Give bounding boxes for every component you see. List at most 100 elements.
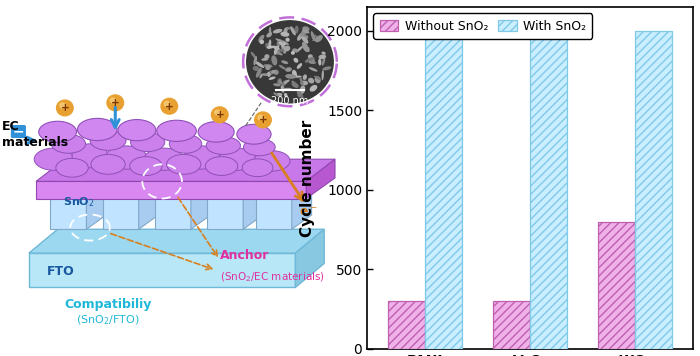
Ellipse shape — [260, 73, 271, 76]
Ellipse shape — [275, 38, 284, 42]
Ellipse shape — [312, 36, 322, 41]
Ellipse shape — [295, 26, 299, 33]
Ellipse shape — [267, 72, 270, 77]
Polygon shape — [87, 167, 106, 229]
Ellipse shape — [272, 70, 276, 73]
Ellipse shape — [279, 65, 286, 70]
Ellipse shape — [118, 120, 156, 141]
Circle shape — [164, 101, 169, 106]
Ellipse shape — [309, 67, 318, 72]
Ellipse shape — [130, 157, 162, 176]
Circle shape — [110, 98, 116, 103]
Ellipse shape — [237, 124, 271, 144]
Ellipse shape — [269, 77, 276, 80]
Bar — [388, 301, 425, 349]
Ellipse shape — [272, 55, 277, 66]
Text: +: + — [111, 98, 120, 108]
Text: 200 nm: 200 nm — [272, 96, 309, 106]
Ellipse shape — [51, 135, 85, 153]
Bar — [425, 31, 462, 349]
Ellipse shape — [254, 151, 290, 171]
Ellipse shape — [321, 52, 326, 54]
Text: +: + — [61, 103, 69, 113]
Ellipse shape — [304, 57, 314, 63]
Ellipse shape — [256, 68, 262, 78]
Ellipse shape — [265, 65, 271, 70]
Ellipse shape — [276, 93, 283, 96]
Ellipse shape — [38, 121, 76, 142]
Polygon shape — [256, 182, 292, 229]
Ellipse shape — [285, 67, 292, 72]
Ellipse shape — [300, 85, 305, 94]
Ellipse shape — [302, 36, 309, 44]
Ellipse shape — [299, 34, 304, 37]
Text: −: − — [13, 125, 25, 138]
Polygon shape — [306, 159, 335, 199]
Ellipse shape — [284, 79, 290, 84]
Ellipse shape — [265, 43, 270, 49]
Ellipse shape — [291, 82, 299, 88]
Ellipse shape — [281, 32, 289, 37]
Polygon shape — [207, 182, 243, 229]
Ellipse shape — [281, 40, 289, 45]
Ellipse shape — [272, 46, 280, 51]
Text: (SnO$_2$/EC materials): (SnO$_2$/EC materials) — [220, 270, 325, 284]
Polygon shape — [139, 167, 158, 229]
Ellipse shape — [297, 89, 301, 98]
Ellipse shape — [291, 51, 295, 55]
Polygon shape — [256, 167, 312, 182]
Ellipse shape — [318, 54, 326, 59]
Ellipse shape — [206, 137, 240, 155]
Ellipse shape — [183, 146, 220, 169]
FancyBboxPatch shape — [11, 126, 25, 137]
Ellipse shape — [295, 46, 303, 53]
Ellipse shape — [293, 48, 299, 52]
Text: (SnO$_2$/FTO): (SnO$_2$/FTO) — [76, 313, 140, 327]
Circle shape — [247, 21, 333, 103]
Text: FTO: FTO — [48, 266, 75, 278]
Circle shape — [258, 115, 263, 120]
Ellipse shape — [268, 40, 272, 49]
Ellipse shape — [198, 122, 234, 142]
Ellipse shape — [253, 56, 257, 65]
Ellipse shape — [284, 46, 290, 51]
Ellipse shape — [315, 35, 323, 42]
Ellipse shape — [321, 70, 324, 80]
Ellipse shape — [90, 131, 126, 150]
Text: SnO$_2$: SnO$_2$ — [64, 195, 95, 209]
Ellipse shape — [242, 159, 273, 177]
Ellipse shape — [309, 57, 314, 64]
Ellipse shape — [318, 58, 321, 66]
Ellipse shape — [323, 66, 331, 70]
Ellipse shape — [293, 58, 298, 63]
Ellipse shape — [281, 85, 285, 93]
Polygon shape — [36, 182, 306, 199]
Ellipse shape — [260, 40, 264, 44]
Ellipse shape — [91, 155, 125, 174]
Polygon shape — [36, 159, 335, 182]
Ellipse shape — [157, 120, 196, 141]
Polygon shape — [295, 229, 324, 287]
Ellipse shape — [260, 74, 262, 78]
Ellipse shape — [313, 35, 318, 39]
Ellipse shape — [267, 46, 274, 49]
Ellipse shape — [253, 66, 260, 71]
Ellipse shape — [290, 26, 296, 35]
Ellipse shape — [266, 32, 272, 37]
Ellipse shape — [314, 76, 321, 80]
Ellipse shape — [301, 29, 307, 37]
Polygon shape — [292, 167, 312, 229]
Ellipse shape — [276, 39, 281, 47]
Ellipse shape — [273, 93, 279, 96]
Ellipse shape — [219, 148, 257, 170]
Ellipse shape — [255, 61, 264, 68]
Circle shape — [57, 100, 73, 116]
Ellipse shape — [278, 49, 288, 52]
Ellipse shape — [285, 74, 296, 79]
Ellipse shape — [293, 75, 302, 78]
Ellipse shape — [56, 158, 88, 177]
Circle shape — [107, 95, 124, 111]
Text: +: + — [216, 110, 225, 120]
Ellipse shape — [309, 61, 316, 64]
Polygon shape — [50, 182, 87, 229]
